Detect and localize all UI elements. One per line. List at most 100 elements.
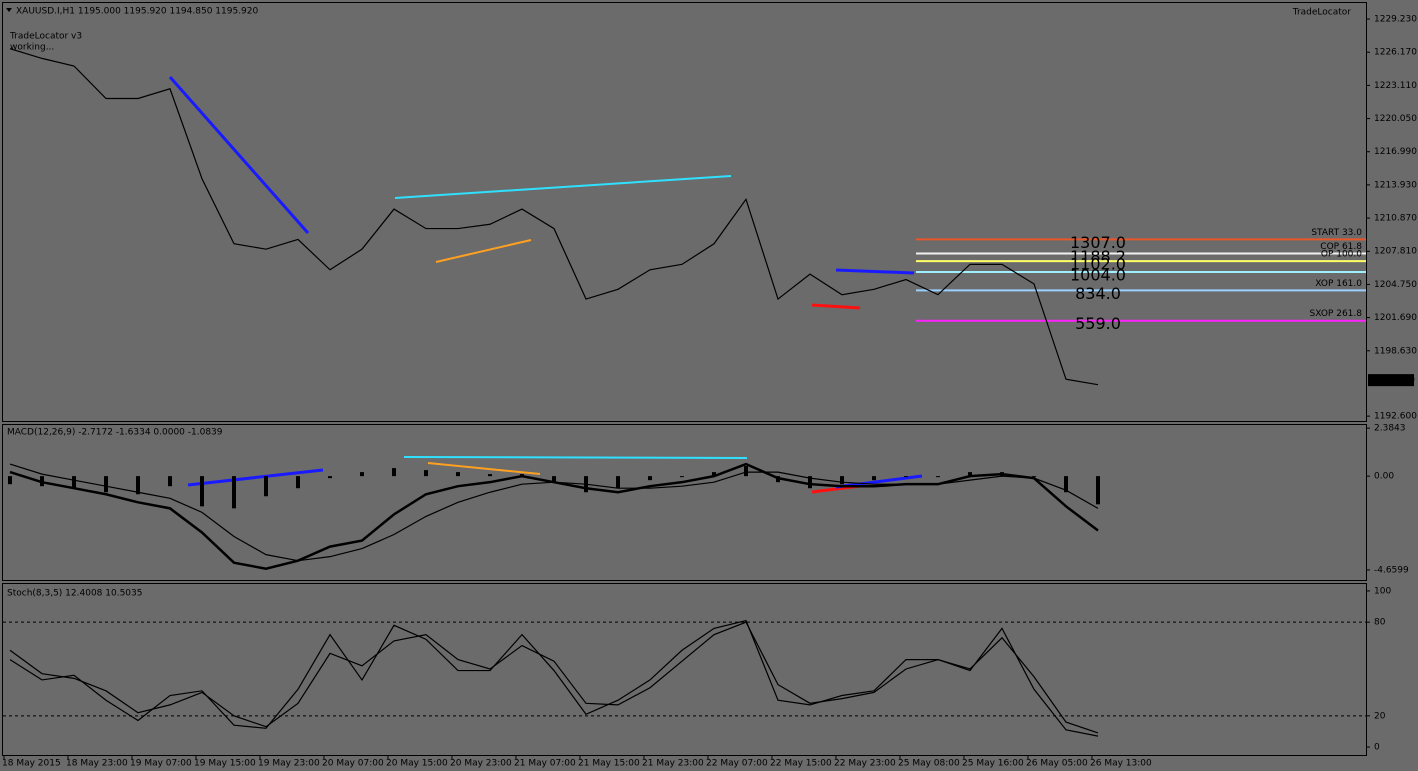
series-line (9, 621, 1099, 734)
histogram-bar (744, 466, 748, 477)
histogram-bar (968, 472, 972, 477)
y-tick-label: 100 (1374, 586, 1391, 596)
x-tick-label: 22 May 15:00 (770, 759, 832, 769)
x-tick-label: 21 May 07:00 (514, 759, 576, 769)
level-label: 834.0 (1075, 284, 1121, 303)
histogram-bar (296, 476, 300, 489)
y-tick-label: 1213.930 (1374, 180, 1417, 190)
y-tick-label: 1204.750 (1374, 280, 1417, 290)
level-label: 1102.0 (1070, 255, 1126, 274)
histogram-bar (424, 470, 428, 477)
level-tag: COP 61.8 (1320, 242, 1362, 252)
y-tick-label: 0 (1374, 743, 1380, 753)
histogram-bar (712, 472, 716, 477)
indicator-name: TradeLocator v3 (9, 32, 82, 42)
level-tag: OP 100.0 (1321, 250, 1362, 260)
x-tick-label: 20 May 23:00 (450, 759, 512, 769)
x-tick-label: 19 May 07:00 (130, 759, 192, 769)
histogram-bar (392, 468, 396, 477)
histogram-bar (552, 476, 556, 483)
macd-header: MACD(12,26,9) -2.7172 -1.6334 0.0000 -1.… (7, 428, 223, 438)
histogram-bar (840, 476, 844, 485)
trend-line (168, 76, 310, 234)
histogram-bar (136, 476, 140, 495)
level-tag: START 33.0 (1311, 228, 1362, 238)
y-tick-label: 1210.870 (1374, 214, 1417, 224)
trend-line (187, 468, 324, 487)
level-label: 1307.0 (1070, 233, 1126, 252)
y-tick-label: 1192.600 (1374, 412, 1417, 422)
trend-line (811, 303, 861, 310)
histogram-bar (328, 476, 332, 479)
indicator-label: TradeLocator (1292, 8, 1352, 18)
x-tick-label: 26 May 05:00 (1026, 759, 1088, 769)
histogram-bar (456, 472, 460, 477)
y-tick-label: 1220.050 (1374, 114, 1417, 124)
y-tick-label: 1216.990 (1374, 147, 1417, 157)
y-tick-label: 1198.630 (1374, 346, 1417, 356)
trend-line (394, 175, 732, 199)
histogram-bar (72, 476, 76, 489)
histogram-bar (168, 476, 172, 487)
histogram-bar (1096, 476, 1100, 505)
y-tick-label: 1207.810 (1374, 247, 1417, 257)
histogram-bar (1032, 476, 1036, 478)
histogram-bar (8, 476, 12, 485)
stoch-header: Stoch(8,3,5) 12.4008 10.5035 (7, 589, 142, 599)
last-price-label: 1195.920 (1372, 376, 1415, 386)
x-tick-label: 18 May 23:00 (66, 759, 128, 769)
trend-line (427, 462, 541, 475)
trend-lines (168, 76, 923, 494)
x-tick-label: 22 May 23:00 (834, 759, 896, 769)
x-tick-label: 20 May 07:00 (322, 759, 384, 769)
series-line (9, 48, 1099, 386)
histogram-bar (680, 476, 684, 478)
x-tick-label: 26 May 13:00 (1090, 759, 1152, 769)
y-tick-label: -4.6599 (1374, 565, 1409, 575)
indicator-status: working... (10, 43, 54, 53)
level-label: 1004.0 (1070, 265, 1126, 284)
symbol-header: XAUUSD.I,H1 1195.000 1195.920 1194.850 1… (16, 7, 259, 17)
trend-line (835, 268, 915, 275)
macd-panel (2, 424, 1367, 581)
trend-line (435, 239, 532, 263)
price-panel (2, 2, 1367, 422)
y-tick-label: 1201.690 (1374, 313, 1417, 323)
histogram-bar (1064, 476, 1068, 493)
histogram-bar (232, 476, 236, 509)
x-tick-label: 25 May 08:00 (898, 759, 960, 769)
histogram-bar (808, 476, 812, 489)
histogram-bar (264, 476, 268, 497)
level-label: 559.0 (1075, 314, 1121, 333)
histogram-bar (360, 472, 364, 477)
level-tag: XOP 161.0 (1315, 279, 1362, 289)
series-line (9, 619, 1099, 737)
y-tick-label: 1229.230 (1374, 15, 1417, 25)
y-tick-label: 20 (1374, 711, 1386, 721)
x-tick-label: 21 May 23:00 (642, 759, 704, 769)
y-tick-label: 80 (1374, 618, 1386, 628)
y-tick-label: 0.00 (1374, 472, 1394, 482)
level-tag: SXOP 261.8 (1310, 309, 1363, 319)
histogram-bar (648, 476, 652, 481)
x-tick-label: 19 May 15:00 (194, 759, 256, 769)
menu-arrow (6, 8, 12, 12)
y-tick-label: 1223.110 (1374, 81, 1417, 91)
histogram-bar (616, 476, 620, 489)
histogram-bar (488, 474, 492, 477)
y-tick-label: 2.3843 (1374, 424, 1406, 434)
histogram-bar (104, 476, 108, 493)
histogram-bar (936, 476, 940, 478)
histogram-bar (872, 476, 876, 481)
x-tick-label: 20 May 15:00 (386, 759, 448, 769)
x-tick-label: 21 May 15:00 (578, 759, 640, 769)
x-tick-label: 18 May 2015 (2, 759, 61, 769)
y-tick-label: 1226.170 (1374, 48, 1417, 58)
x-tick-label: 22 May 07:00 (706, 759, 768, 769)
stoch-panel (2, 583, 1367, 756)
x-tick-label: 25 May 16:00 (962, 759, 1024, 769)
x-tick-label: 19 May 23:00 (258, 759, 320, 769)
histogram-bar (904, 476, 908, 478)
